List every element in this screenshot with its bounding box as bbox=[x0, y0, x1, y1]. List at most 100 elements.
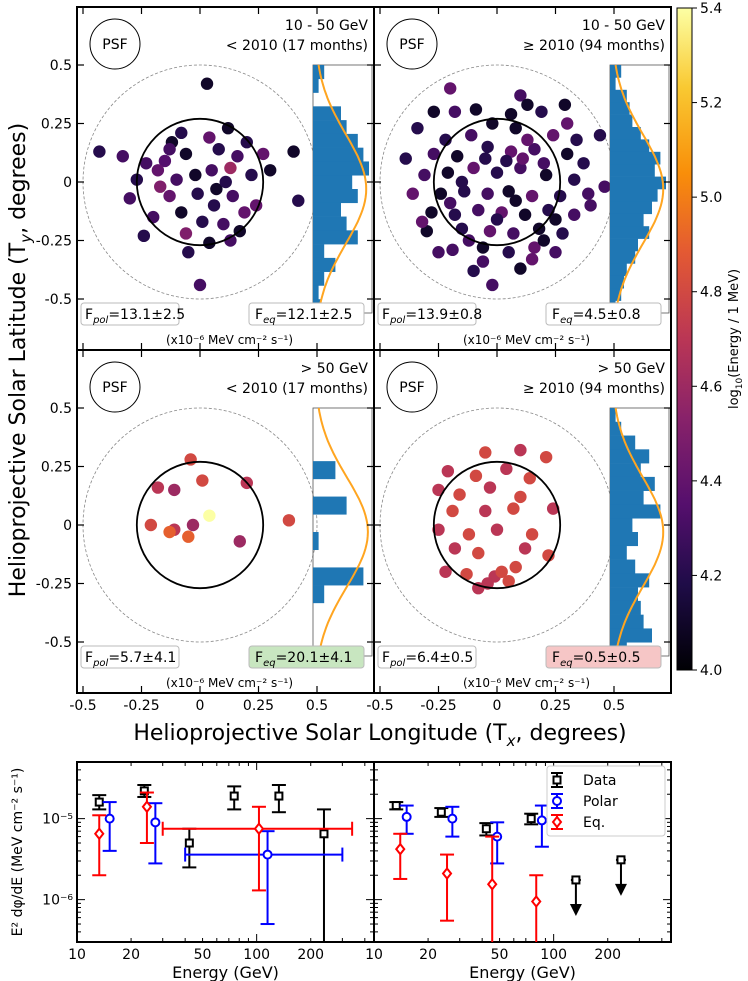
photon-point bbox=[427, 147, 441, 161]
y-tick-label: 10⁻⁶ bbox=[42, 893, 73, 909]
data-marker bbox=[436, 807, 446, 817]
photon-point bbox=[154, 180, 167, 193]
map-panel-1: PSF 10 - 50 GeV < 2010 (17 months) Fpol=13.… bbox=[36, 6, 375, 351]
photon-point bbox=[509, 121, 522, 135]
data-marker bbox=[616, 855, 626, 865]
x-tick-label: 0.5 bbox=[603, 698, 625, 714]
photon-point bbox=[495, 565, 508, 578]
histogram-bar bbox=[610, 102, 630, 115]
photon-point bbox=[240, 136, 253, 149]
latitude-histogram bbox=[609, 64, 670, 314]
upper-limit-arrow bbox=[569, 903, 582, 916]
x-tick-label: 200 bbox=[297, 947, 324, 963]
photon-point bbox=[217, 217, 230, 231]
data-marker bbox=[141, 800, 153, 814]
photon-point bbox=[163, 525, 176, 539]
histogram-bar bbox=[313, 147, 364, 162]
colorbar: 4.0 4.2 4.4 4.6 4.8 5.0 5.2 5.4 log10(Energy / 1… bbox=[676, 1, 745, 679]
psf-circle bbox=[89, 18, 141, 70]
axis-labels: Helioprojective Solar Latitude (Ty, degr… bbox=[6, 123, 627, 750]
photon-point bbox=[224, 234, 237, 247]
histogram-profile-line bbox=[317, 407, 369, 657]
histogram-bar bbox=[610, 275, 624, 289]
photon-point bbox=[539, 168, 553, 182]
x-tick-label: 0 bbox=[196, 698, 205, 714]
photon-point bbox=[287, 145, 300, 158]
photon-point bbox=[175, 206, 188, 219]
photon-point bbox=[441, 166, 455, 179]
photon-point bbox=[507, 502, 520, 515]
colorbar-gradient bbox=[676, 7, 693, 671]
histogram-bar bbox=[610, 614, 644, 629]
photon-point bbox=[490, 213, 504, 226]
data-marker bbox=[391, 801, 401, 811]
histogram-bar bbox=[610, 421, 622, 436]
colorbar-tick-label: 4.2 bbox=[700, 568, 722, 584]
x-tick-label: -0.25 bbox=[420, 698, 456, 714]
series-data bbox=[92, 784, 331, 942]
photon-point bbox=[439, 133, 452, 147]
feq-box bbox=[545, 645, 662, 669]
data-marker bbox=[481, 824, 491, 834]
histogram-bar bbox=[313, 496, 347, 515]
data-marker bbox=[401, 811, 412, 822]
histogram-bar bbox=[610, 435, 636, 450]
histogram-bar bbox=[610, 201, 652, 215]
photon-point bbox=[467, 264, 480, 278]
histogram-bar bbox=[313, 189, 358, 204]
photon-point bbox=[483, 224, 497, 238]
photon-point bbox=[210, 182, 223, 196]
photon-point bbox=[500, 462, 513, 476]
photon-point bbox=[507, 227, 520, 240]
photon-point bbox=[189, 168, 202, 182]
y-tick-label: 10⁻⁵ bbox=[42, 812, 73, 828]
histogram-bar bbox=[610, 449, 650, 464]
x-tick-label: 20 bbox=[419, 947, 437, 963]
photon-point bbox=[570, 133, 583, 147]
map-panel-4: PSF > 50 GeV ≥ 2010 (94 months) Fpol=6.4±0.… bbox=[366, 349, 672, 714]
y-tick-label: -0.5 bbox=[45, 292, 72, 308]
photon-point bbox=[549, 246, 562, 259]
photon-point bbox=[561, 147, 574, 161]
flux-units-label: (x10⁻⁶ MeV cm⁻² s⁻¹) bbox=[463, 333, 590, 347]
data-marker bbox=[441, 866, 453, 881]
fpol-text: Fpol=13.1±2.5 bbox=[85, 307, 185, 326]
histogram-bar bbox=[313, 120, 347, 135]
photon-point bbox=[514, 161, 527, 175]
photon-point bbox=[481, 140, 494, 154]
energy-range-label: 10 - 50 GeV bbox=[582, 18, 665, 34]
photon-point bbox=[523, 472, 536, 485]
photon-point bbox=[528, 143, 541, 156]
photon-point bbox=[282, 514, 296, 527]
photon-point bbox=[411, 121, 424, 135]
photon-point bbox=[539, 450, 553, 464]
photon-point bbox=[593, 129, 607, 142]
colorbar-tick-label: 5.0 bbox=[700, 190, 722, 206]
solar-disk-circle bbox=[432, 460, 562, 590]
photon-point bbox=[448, 542, 462, 555]
photon-point bbox=[514, 262, 527, 275]
photon-point bbox=[179, 147, 193, 161]
spectrum-panel-2: 10 20 50 100 200 Energy (GeV) Data Polar Eq. bbox=[365, 761, 672, 981]
x-tick-label: 0 bbox=[493, 698, 502, 714]
photon-point bbox=[521, 98, 534, 111]
data-marker bbox=[139, 786, 149, 796]
histogram-bar bbox=[610, 164, 655, 177]
psf-circle bbox=[386, 361, 438, 413]
photon-point bbox=[179, 227, 193, 240]
psf-label: PSF bbox=[399, 380, 424, 396]
photon-point bbox=[446, 243, 459, 257]
histogram-bar bbox=[313, 285, 319, 300]
histogram-bar bbox=[610, 226, 650, 239]
photon-point bbox=[546, 129, 560, 142]
psf-label: PSF bbox=[399, 37, 424, 53]
fpol-box bbox=[80, 302, 180, 326]
photon-point bbox=[453, 488, 466, 501]
photon-point bbox=[212, 143, 225, 156]
photon-point bbox=[502, 574, 515, 588]
histogram-bar bbox=[610, 139, 650, 153]
histogram-bar bbox=[313, 244, 325, 259]
series-polar bbox=[399, 804, 549, 865]
photon-point bbox=[514, 89, 527, 102]
colorbar-tick-label: 5.2 bbox=[700, 96, 722, 112]
